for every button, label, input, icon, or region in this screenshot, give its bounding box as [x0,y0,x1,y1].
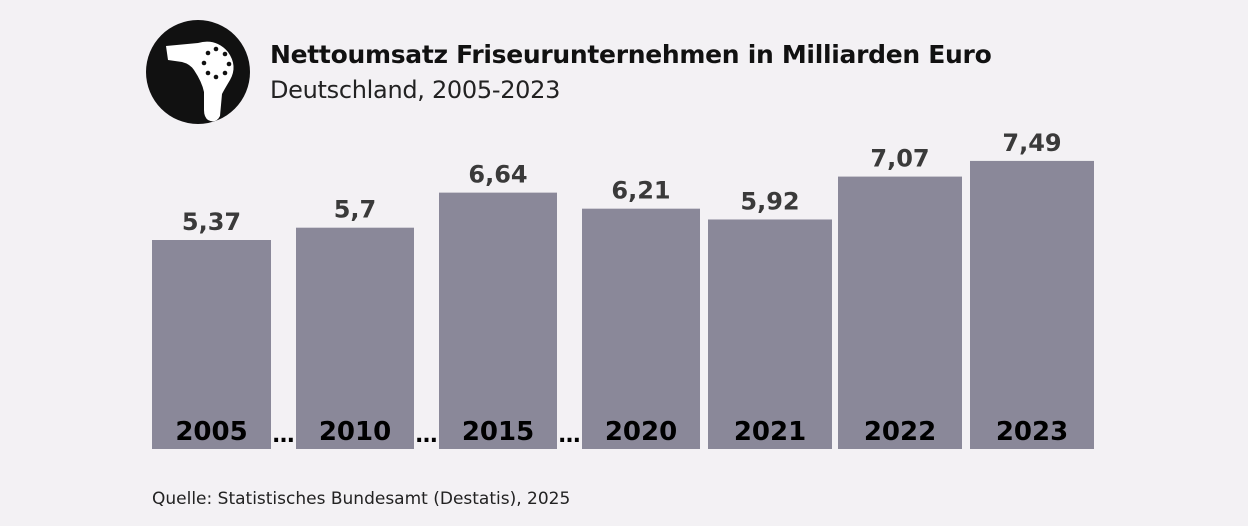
data-label: 5,37 [182,208,241,236]
category-label: 2005 [175,417,247,447]
data-label: 7,49 [1002,129,1061,157]
data-label: 6,21 [611,177,670,205]
gap-marker: … [273,423,295,448]
gap-marker: … [416,423,438,448]
category-label: 2020 [605,417,677,447]
bar-2021 [708,219,832,449]
data-label: 7,07 [870,145,929,173]
category-label: 2015 [462,417,534,447]
bar-2022 [838,176,962,449]
category-label: 2010 [319,417,391,447]
chart-subtitle: Deutschland, 2005-2023 [270,76,561,104]
bar-2023 [970,160,1094,449]
category-label: 2023 [996,417,1068,447]
hair-dryer-icon [146,20,250,124]
data-label: 6,64 [468,161,527,189]
data-label: 5,92 [740,187,799,215]
category-label: 2021 [734,417,806,447]
gap-marker: … [559,423,581,448]
category-label: 2022 [864,417,936,447]
source-note: Quelle: Statistisches Bundesamt (Destati… [152,489,571,509]
bar-2005 [152,240,271,449]
chart-title: Nettoumsatz Friseurunternehmen in Millia… [270,40,992,69]
bar-2010 [296,227,414,449]
data-label: 5,7 [334,196,377,224]
bar-2015 [439,192,557,449]
bar-2020 [582,208,700,449]
